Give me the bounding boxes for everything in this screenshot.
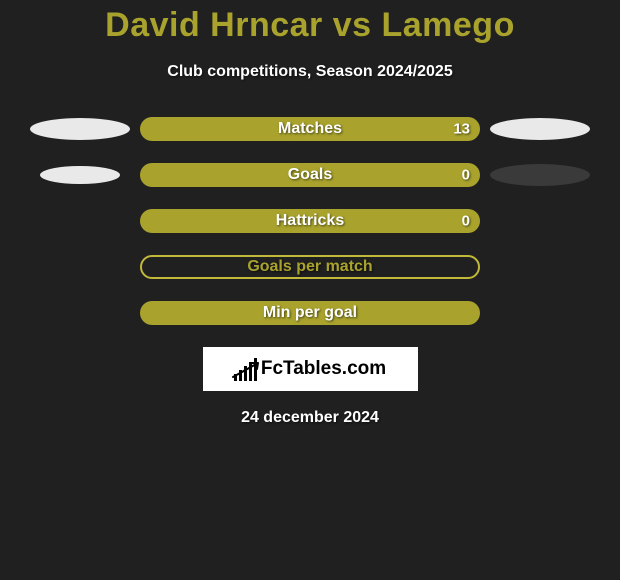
stat-bar-gpm: Goals per match <box>140 255 480 279</box>
left-shape <box>30 118 130 140</box>
logo-chart-icon <box>234 357 257 381</box>
stat-label: Hattricks <box>276 212 344 230</box>
comparison-rows: Matches 13 Goals 0 Hattricks 0 Goals per… <box>0 117 620 325</box>
stat-row: Hattricks 0 <box>0 209 620 233</box>
stat-row: Matches 13 <box>0 117 620 141</box>
stat-row: Min per goal <box>0 301 620 325</box>
stat-bar-matches: Matches 13 <box>140 117 480 141</box>
logo-text: FcTables.com <box>261 358 386 380</box>
stat-row: Goals per match <box>0 255 620 279</box>
stat-label: Goals <box>288 166 332 184</box>
stat-value: 13 <box>453 121 470 138</box>
stat-bar-hattricks: Hattricks 0 <box>140 209 480 233</box>
stat-label: Goals per match <box>247 258 372 276</box>
arrow-icon <box>232 359 264 379</box>
stat-value: 0 <box>462 213 470 230</box>
stat-bar-mpg: Min per goal <box>140 301 480 325</box>
logo-box: FcTables.com <box>203 347 418 391</box>
date-text: 24 december 2024 <box>0 409 620 427</box>
left-shape <box>40 166 120 184</box>
right-shape <box>490 164 590 186</box>
stat-row: Goals 0 <box>0 163 620 187</box>
page-title: David Hrncar vs Lamego <box>0 0 620 45</box>
stat-label: Min per goal <box>263 304 357 322</box>
subtitle: Club competitions, Season 2024/2025 <box>0 63 620 81</box>
right-shape <box>490 118 590 140</box>
stat-bar-goals: Goals 0 <box>140 163 480 187</box>
stat-label: Matches <box>278 120 342 138</box>
stat-value: 0 <box>462 167 470 184</box>
